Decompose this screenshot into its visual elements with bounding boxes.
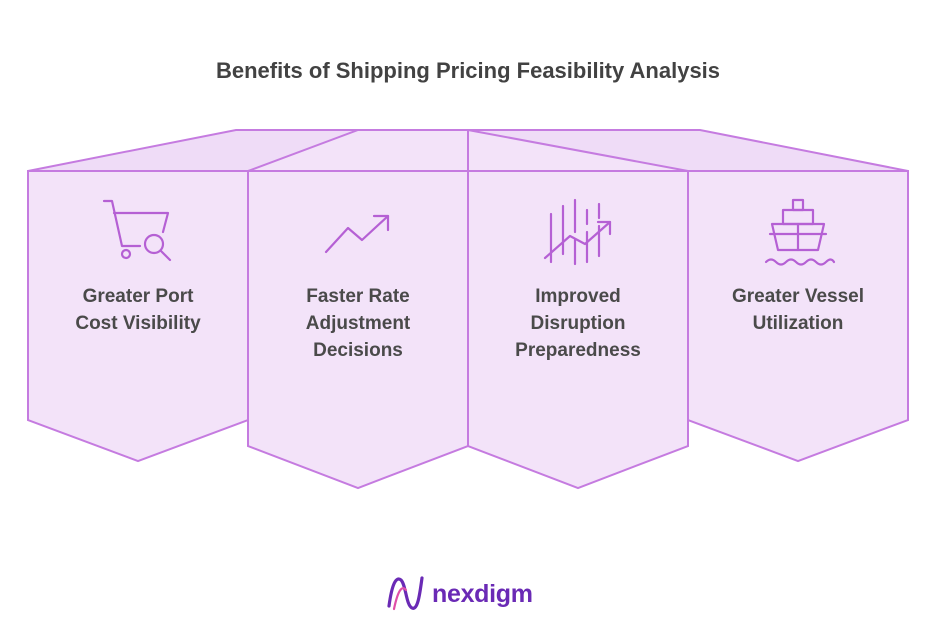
chart-bars-arrow-icon [543,198,612,266]
cart-search-icon [102,199,172,262]
card-panel-2 [247,170,469,490]
card-panel-3 [467,170,689,490]
card-label-2-line2: Adjustment [305,313,411,334]
ship-icon [764,198,836,266]
brand-footer: nexdigm [386,574,533,614]
card-label-1-line2: Cost Visibility [75,313,201,334]
card-label-3: Improved Disruption Preparedness [468,283,688,364]
card-label-2-line3: Decisions [313,340,403,361]
diagram-title: Benefits of Shipping Pricing Feasibility… [215,58,721,83]
card-label-4: Greater Vessel Utilization [688,283,908,337]
card-panel-1 [27,170,249,463]
card-label-2: Faster Rate Adjustment Decisions [248,283,468,364]
card-label-1: Greater Port Cost Visibility [28,283,248,337]
card-label-1-line1: Greater Port [82,286,194,307]
trend-up-arrow-icon [324,214,390,254]
card-label-3-line1: Improved [535,286,621,307]
card-label-3-line3: Preparedness [515,340,641,361]
card-label-3-line2: Disruption [530,313,626,334]
card-label-2-line1: Faster Rate [306,286,410,307]
nexdigm-logo-icon [387,576,424,611]
card-label-4-line1: Greater Vessel [731,286,865,307]
brand-name: nexdigm [432,579,533,608]
card-label-4-line2: Utilization [752,313,844,334]
